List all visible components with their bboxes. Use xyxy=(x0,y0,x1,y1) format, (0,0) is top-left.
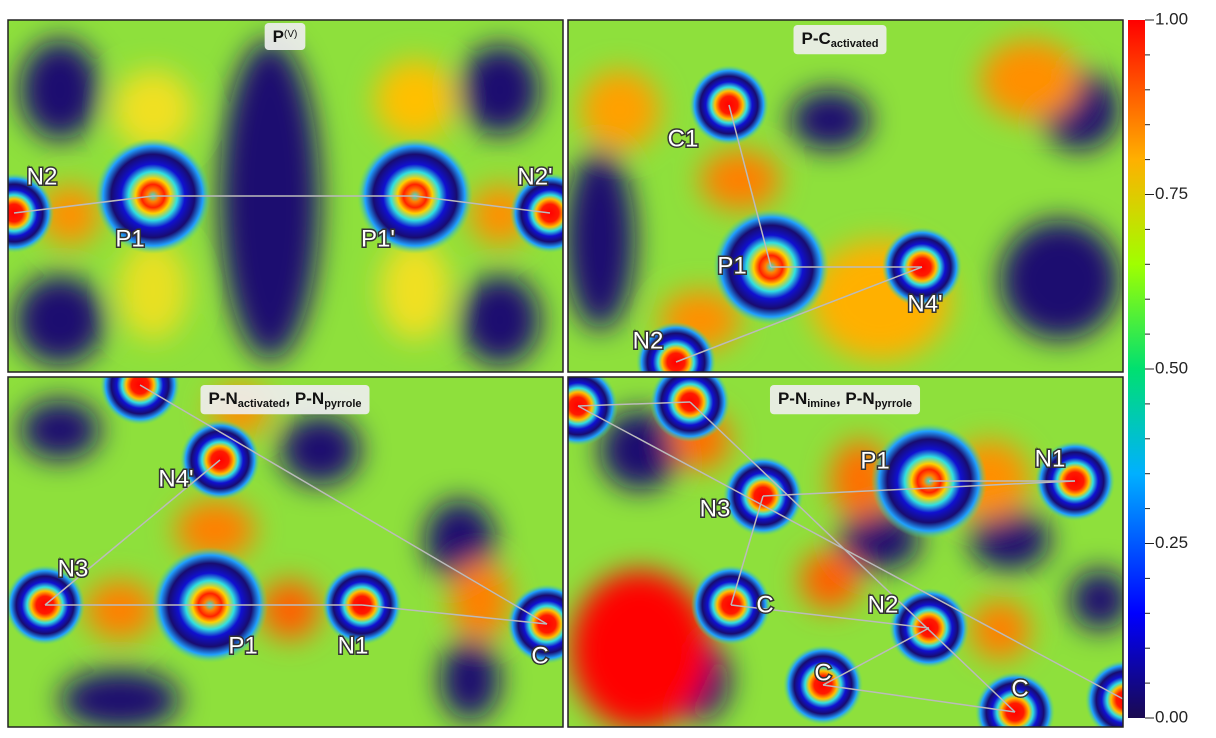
colorbar-tick-label: 0.75 xyxy=(1155,184,1188,203)
low-region xyxy=(565,150,635,330)
low-region xyxy=(20,40,100,140)
atom-label: C xyxy=(1011,675,1028,702)
low-region xyxy=(790,90,870,150)
title-subscript: pyrrole xyxy=(875,398,912,410)
high-region xyxy=(700,150,780,210)
atom-label: P1 xyxy=(115,225,144,252)
atom-label: N1 xyxy=(338,632,369,659)
atom-label: N1 xyxy=(1035,445,1066,472)
high-region xyxy=(380,240,450,340)
low-region xyxy=(1000,220,1120,340)
title-subscript: activated xyxy=(831,38,879,50)
atom-label: N3 xyxy=(58,555,89,582)
high-region xyxy=(375,60,455,140)
low-region xyxy=(15,275,105,365)
colorbar-gradient xyxy=(1128,20,1145,718)
low-region xyxy=(60,670,180,730)
colorbar-tick-label: 0.25 xyxy=(1155,533,1188,552)
high-region xyxy=(800,550,860,610)
title-subscript: imine xyxy=(807,398,836,410)
atom-label: C1 xyxy=(668,125,699,152)
atom-label: N2 xyxy=(633,327,664,354)
atom-label: C xyxy=(814,659,831,686)
title-text: P-N xyxy=(208,389,237,408)
atom-label: P1 xyxy=(228,632,257,659)
high-region xyxy=(118,240,188,340)
atom-label: P1' xyxy=(361,225,395,252)
low-region xyxy=(220,40,320,360)
colorbar: 0.00 0.25 0.50 0.75 1.00 xyxy=(1128,9,1188,726)
high-region xyxy=(85,580,155,640)
colorbar-tick-label: 0.50 xyxy=(1155,358,1188,377)
low-region xyxy=(460,45,540,135)
atom-label: C xyxy=(531,642,548,669)
elf-map xyxy=(0,20,590,372)
low-region xyxy=(460,275,540,365)
title-text: P-C xyxy=(802,29,831,48)
high-region xyxy=(980,40,1080,120)
title-subscript: activated xyxy=(238,398,286,410)
low-region xyxy=(20,400,100,460)
atom-label: N3 xyxy=(700,495,731,522)
high-region xyxy=(260,580,320,640)
atom-label: C xyxy=(756,591,773,618)
title-superscript: (V) xyxy=(284,29,297,40)
atom-label: P1 xyxy=(860,447,889,474)
atom-label: N2 xyxy=(27,163,58,190)
colorbar-tick-label: 1.00 xyxy=(1155,9,1188,28)
high-region xyxy=(570,570,710,730)
low-region xyxy=(1070,570,1130,630)
title-text: , P-N xyxy=(285,389,324,408)
atom-label: N4' xyxy=(158,465,193,492)
high-region xyxy=(580,70,660,150)
colorbar-tick-label: 0.00 xyxy=(1155,707,1188,726)
title-subscript: pyrrole xyxy=(324,398,361,410)
title-text: , P-N xyxy=(836,389,875,408)
high-region xyxy=(970,600,1030,660)
atom-label: N2 xyxy=(868,591,899,618)
atom-label: P1 xyxy=(717,252,746,279)
figure: P(V)N2P1P1'N2'P-CactivatedC1P1N4'N2P-Nac… xyxy=(0,0,1216,738)
title-text: P-N xyxy=(778,389,807,408)
low-region xyxy=(440,640,500,720)
title-text: P xyxy=(273,27,284,46)
atom-label: N2' xyxy=(517,163,552,190)
atom-label: N4' xyxy=(907,290,942,317)
elf-map xyxy=(538,362,1165,738)
